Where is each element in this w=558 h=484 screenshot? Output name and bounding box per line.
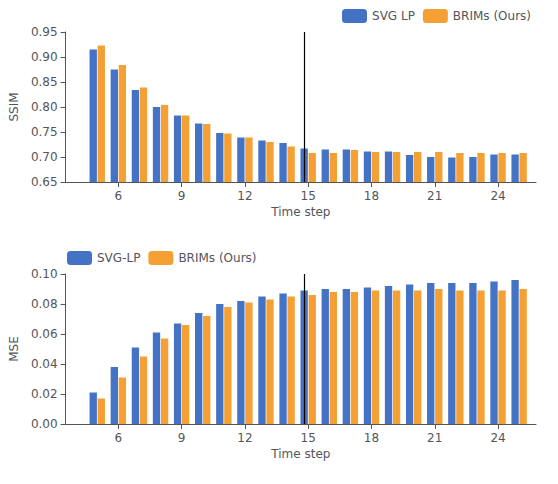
svg-text:0.04: 0.04	[31, 357, 58, 371]
svg-text:12: 12	[237, 431, 252, 445]
svg-text:21: 21	[427, 431, 442, 445]
svg-text:0.90: 0.90	[31, 50, 58, 64]
svg-text:15: 15	[301, 431, 316, 445]
svg-text:0.06: 0.06	[31, 327, 58, 341]
svg-text:0.02: 0.02	[31, 387, 58, 401]
svg-text:MSE: MSE	[7, 336, 21, 362]
svg-text:0.00: 0.00	[31, 417, 58, 431]
svg-text:BRIMs (Ours): BRIMs (Ours)	[178, 251, 256, 265]
svg-text:9: 9	[178, 189, 186, 203]
svg-text:0.08: 0.08	[31, 297, 58, 311]
svg-text:0.75: 0.75	[31, 125, 58, 139]
svg-text:BRIMs (Ours): BRIMs (Ours)	[453, 9, 531, 23]
svg-text:SVG LP: SVG LP	[372, 9, 415, 23]
svg-text:0.80: 0.80	[31, 100, 58, 114]
svg-text:0.65: 0.65	[31, 175, 58, 189]
svg-text:18: 18	[364, 431, 379, 445]
svg-text:18: 18	[364, 189, 379, 203]
svg-text:6: 6	[115, 189, 123, 203]
svg-text:24: 24	[490, 189, 505, 203]
svg-text:9: 9	[178, 431, 186, 445]
svg-text:21: 21	[427, 189, 442, 203]
svg-text:24: 24	[490, 431, 505, 445]
svg-text:Time step: Time step	[270, 447, 330, 461]
svg-text:15: 15	[301, 189, 316, 203]
svg-text:Time step: Time step	[270, 205, 330, 219]
svg-text:0.10: 0.10	[31, 267, 58, 281]
svg-text:0.95: 0.95	[31, 25, 58, 39]
svg-text:0.85: 0.85	[31, 75, 58, 89]
svg-text:0.70: 0.70	[31, 150, 58, 164]
svg-text:SVG-LP: SVG-LP	[97, 251, 140, 265]
svg-text:12: 12	[237, 189, 252, 203]
svg-text:SSIM: SSIM	[7, 92, 21, 121]
svg-text:6: 6	[115, 431, 123, 445]
